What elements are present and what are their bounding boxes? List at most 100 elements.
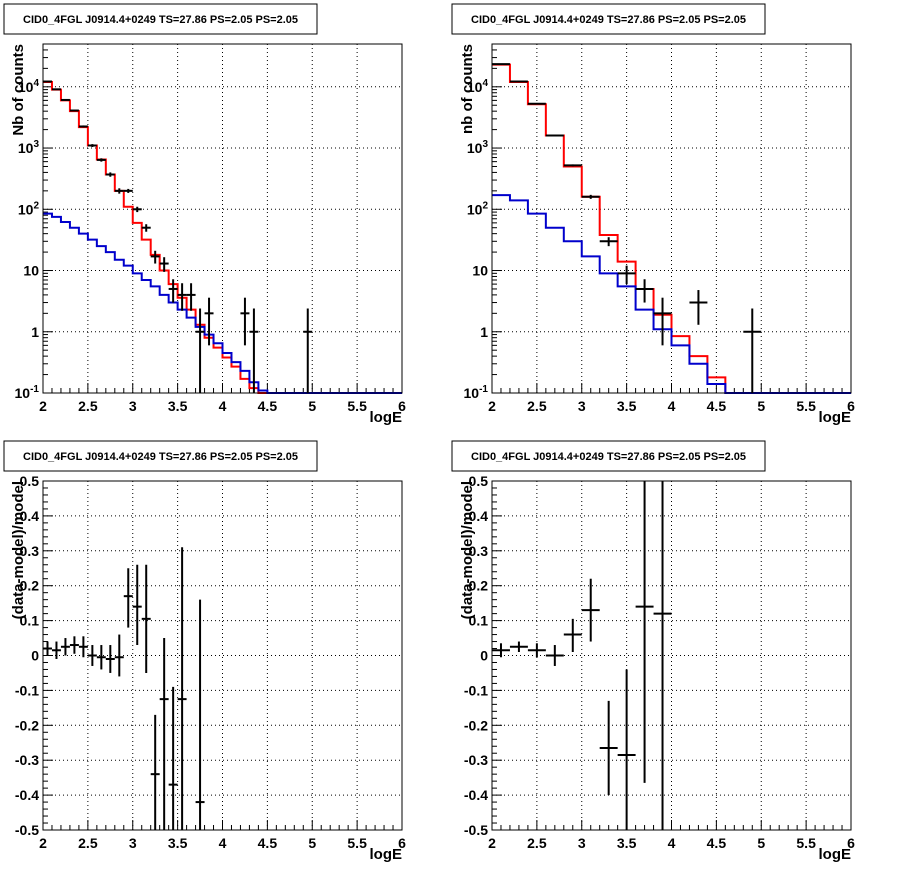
data-point xyxy=(43,641,52,656)
y-tick-label: -0.2 xyxy=(15,717,39,733)
y-tick-label: 0.5 xyxy=(469,473,489,489)
y-tick-label: 0.5 xyxy=(20,473,40,489)
title-box xyxy=(451,3,766,35)
data-point xyxy=(141,564,151,673)
x-axis-label: logE xyxy=(819,846,852,863)
x-tick-label: 6 xyxy=(847,398,855,414)
chart-panel-1: 2 2.5 3 3.5 4 4.5 5 5.5 6 10-1 1 10 102 103 104 CID0_4F… xyxy=(3,3,406,426)
title-box xyxy=(451,440,766,472)
data-point xyxy=(249,308,259,393)
x-tick-label: 5.5 xyxy=(347,398,367,414)
x-axis-label: logE xyxy=(370,846,403,863)
data-point xyxy=(240,297,250,346)
y-tick-label: 0.3 xyxy=(20,543,40,559)
plot-frame xyxy=(491,480,852,831)
y-tick-label: 1 xyxy=(480,324,488,340)
x-tick-label: 2.5 xyxy=(78,835,98,851)
data-point xyxy=(69,636,79,654)
data-point xyxy=(150,714,160,830)
data-point xyxy=(132,206,142,213)
data-point xyxy=(105,645,115,673)
y-tick-label: 0.4 xyxy=(20,508,40,524)
x-tick-label: 2 xyxy=(488,398,496,414)
y-tick-label: 10-1 xyxy=(15,384,40,401)
title-box xyxy=(3,440,318,472)
x-tick-label: 5 xyxy=(757,398,765,414)
y-tick-label: 10 xyxy=(23,263,39,279)
chart-panel-3: 2 2.5 3 3.5 4 4.5 5 5.5 6 -0.5 -0.4 -0.3 -0.2 -0.1 0 0.… xyxy=(3,440,406,863)
chart-title: CID0_4FGL J0914.4+0249 TS=27.86 PS=2.05 … xyxy=(23,451,298,463)
plot-area xyxy=(43,44,402,393)
data-point xyxy=(96,158,106,162)
data-point xyxy=(141,224,151,232)
y-axis-label: nb of counts xyxy=(459,44,476,134)
data-point xyxy=(653,297,672,346)
data-point xyxy=(509,80,528,83)
data-point xyxy=(69,109,79,112)
x-tick-label: 3 xyxy=(578,835,586,851)
x-tick-label: 2.5 xyxy=(78,398,98,414)
x-tick-label: 5 xyxy=(757,835,765,851)
data-point xyxy=(96,645,106,670)
data-point xyxy=(123,188,133,193)
title-box xyxy=(3,3,318,35)
data-point xyxy=(527,102,546,105)
x-tick-label: 3 xyxy=(578,398,586,414)
plot-frame xyxy=(42,43,403,394)
data-point xyxy=(159,638,169,830)
x-tick-label: 4 xyxy=(668,398,676,414)
y-tick-label: 0.3 xyxy=(469,543,489,559)
y-tick-label: -0.5 xyxy=(464,822,488,838)
data-point xyxy=(51,641,61,659)
y-tick-label: -0.1 xyxy=(15,682,39,698)
data-point xyxy=(599,700,618,796)
data-point xyxy=(509,641,528,653)
x-tick-label: 4.5 xyxy=(258,398,278,414)
chart-title: CID0_4FGL J0914.4+0249 TS=27.86 PS=2.05 … xyxy=(23,14,298,26)
y-tick-label: 103 xyxy=(467,139,489,156)
x-tick-label: 4 xyxy=(668,835,676,851)
x-tick-label: 4.5 xyxy=(707,835,727,851)
x-tick-label: 4.5 xyxy=(258,835,278,851)
data-point xyxy=(43,80,52,83)
y-tick-label: 0.4 xyxy=(469,508,489,524)
data-point xyxy=(545,645,564,666)
y-tick-label: 102 xyxy=(467,200,489,217)
y-tick-label: -0.4 xyxy=(15,787,39,803)
data-point xyxy=(123,568,133,628)
chart-title: CID0_4FGL J0914.4+0249 TS=27.86 PS=2.05 … xyxy=(471,451,746,463)
data-point xyxy=(617,265,636,285)
x-tick-label: 2.5 xyxy=(527,835,547,851)
x-tick-label: 2 xyxy=(39,398,47,414)
data-point xyxy=(60,98,70,101)
data-point xyxy=(87,645,97,666)
x-tick-label: 3 xyxy=(129,398,137,414)
data-point xyxy=(563,164,582,167)
data-point xyxy=(492,643,510,658)
data-point xyxy=(653,481,672,830)
x-tick-label: 6 xyxy=(398,835,406,851)
x-tick-label: 3.5 xyxy=(168,835,188,851)
chart-panel-4: 2 2.5 3 3.5 4 4.5 5 5.5 6 -0.5 -0.4 -0.3 -0.2 -0.1 0 0.… xyxy=(451,440,855,863)
data-point xyxy=(195,308,205,393)
data-point xyxy=(563,618,582,653)
data-point xyxy=(114,188,124,194)
x-tick-label: 3.5 xyxy=(617,835,637,851)
chart-title: CID0_4FGL J0914.4+0249 TS=27.86 PS=2.05 … xyxy=(471,14,746,26)
data-point xyxy=(204,297,214,346)
y-tick-label: 104 xyxy=(18,78,40,95)
y-tick-label: 0.1 xyxy=(469,613,489,629)
y-tick-label: 1 xyxy=(31,324,39,340)
y-tick-label: 0.2 xyxy=(20,578,40,594)
x-tick-label: 3.5 xyxy=(168,398,188,414)
data-point xyxy=(303,308,313,393)
data-point xyxy=(689,290,708,325)
x-tick-label: 2.5 xyxy=(527,398,547,414)
y-tick-label: 103 xyxy=(18,139,40,156)
x-axis-label: logE xyxy=(370,409,403,426)
data-point xyxy=(186,283,196,311)
x-tick-label: 5.5 xyxy=(796,398,816,414)
data-point xyxy=(545,134,564,137)
data-point xyxy=(177,283,187,311)
data-point xyxy=(599,237,618,247)
